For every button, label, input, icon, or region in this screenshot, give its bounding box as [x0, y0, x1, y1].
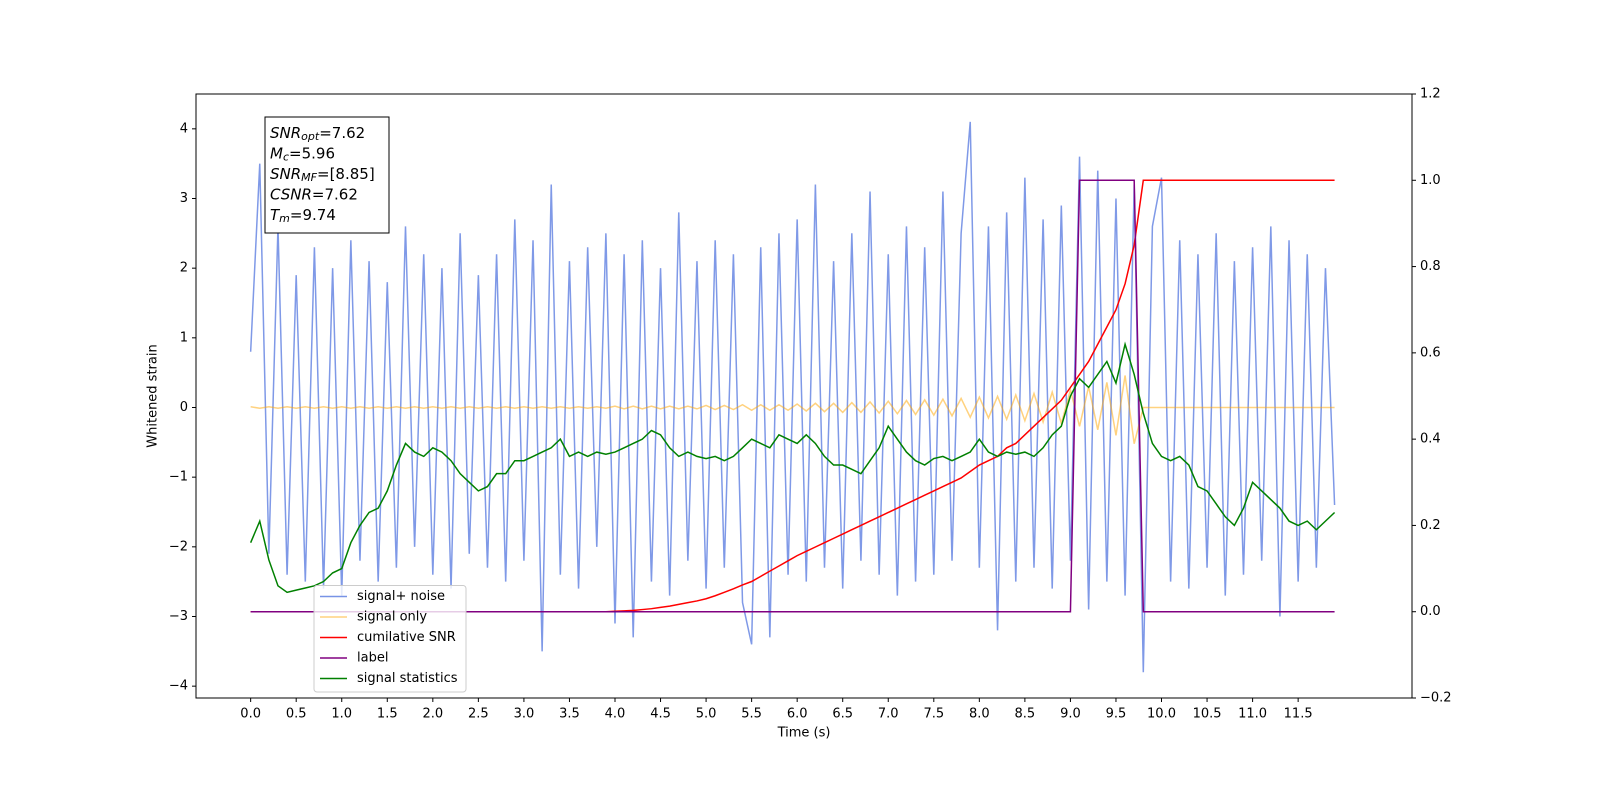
x-tick-label: 8.0: [969, 707, 990, 722]
annotation-subscript: c: [283, 151, 289, 164]
annotation-value: =7.62: [319, 124, 365, 142]
legend-label: label: [357, 651, 388, 666]
y2-tick-label: −0.2: [1420, 691, 1452, 706]
plot-frame: [195, 93, 1413, 699]
annotation-value: =9.74: [290, 206, 336, 224]
x-tick-label: 3.0: [514, 707, 535, 722]
x-tick-label: 1.5: [377, 707, 398, 722]
y-tick-label: 0: [180, 400, 188, 415]
x-axis-label: Time (s): [777, 726, 831, 741]
x-tick-label: 3.5: [559, 707, 580, 722]
annotation-subscript: opt: [301, 130, 320, 143]
annotation-value: =[8.85]: [317, 165, 375, 183]
y-tick-label: 2: [180, 261, 188, 276]
x-tick-label: 4.0: [605, 707, 626, 722]
annotation-subscript: m: [279, 212, 290, 225]
x-tick-label: 2.0: [422, 707, 443, 722]
y2-tick-label: 1.2: [1420, 87, 1441, 102]
annotation: SNRMF=[8.85]: [270, 165, 375, 185]
series-line: [249, 341, 1336, 594]
x-tick-label: 2.5: [468, 707, 489, 722]
x-tick-label: 9.0: [1060, 707, 1081, 722]
annotation-name: SNR: [270, 165, 301, 183]
annotation: CSNR=7.62: [270, 185, 358, 203]
annotation: Mc=5.96: [270, 144, 335, 164]
x-tick-label: 5.0: [696, 707, 717, 722]
x-tick-label: 11.0: [1238, 707, 1267, 722]
y2-tick-label: 0.8: [1420, 259, 1441, 274]
x-tick-label: 6.5: [832, 707, 853, 722]
series-line: [249, 121, 1336, 673]
annotation-value: =5.96: [289, 144, 335, 162]
y-tick-label: −2: [169, 539, 188, 554]
y2-tick-label: 1.0: [1420, 173, 1441, 188]
x-tick-label: 7.0: [878, 707, 899, 722]
y2-tick-label: 0.0: [1420, 604, 1441, 619]
legend-label: cumilative SNR: [357, 630, 456, 645]
y-tick-label: −3: [169, 609, 188, 624]
y-tick-label: −1: [169, 470, 188, 485]
x-tick-label: 1.0: [331, 707, 352, 722]
y-tick-label: −4: [169, 679, 188, 694]
annotation-name: CSNR: [270, 185, 312, 203]
annotation-subscript: MF: [301, 171, 317, 184]
legend-label: signal only: [357, 610, 427, 625]
y2-tick-label: 0.6: [1420, 345, 1441, 360]
x-tick-label: 5.5: [741, 707, 762, 722]
y2-tick-label: 0.4: [1420, 432, 1441, 447]
x-tick-label: 6.0: [787, 707, 808, 722]
legend-label: signal+ noise: [357, 589, 445, 604]
annotation-value: =7.62: [312, 185, 358, 203]
y-tick-label: 1: [180, 330, 188, 345]
x-tick-label: 4.5: [650, 707, 671, 722]
x-tick-label: 0.5: [286, 707, 307, 722]
x-tick-label: 9.5: [1106, 707, 1127, 722]
y-tick-label: 4: [180, 121, 188, 136]
annotation-name: M: [270, 144, 283, 162]
annotation: Tm=9.74: [270, 206, 336, 226]
x-tick-label: 11.5: [1284, 707, 1313, 722]
annotation-name: T: [270, 206, 281, 224]
x-tick-label: 8.5: [1015, 707, 1036, 722]
x-tick-label: 10.5: [1193, 707, 1222, 722]
legend-label: signal statistics: [357, 671, 458, 686]
x-tick-label: 7.5: [923, 707, 944, 722]
y2-tick-label: 0.2: [1420, 518, 1441, 533]
annotation-name: SNR: [270, 124, 301, 142]
legend-box: [313, 585, 467, 693]
x-tick-label: 0.0: [240, 707, 261, 722]
annotation-box: [264, 116, 390, 234]
series-line: [250, 375, 1335, 444]
annotation: SNRopt=7.62: [270, 124, 365, 144]
x-tick-label: 10.0: [1147, 707, 1176, 722]
y-tick-label: 3: [180, 191, 188, 206]
y-axis-label: Whitened strain: [146, 344, 161, 447]
